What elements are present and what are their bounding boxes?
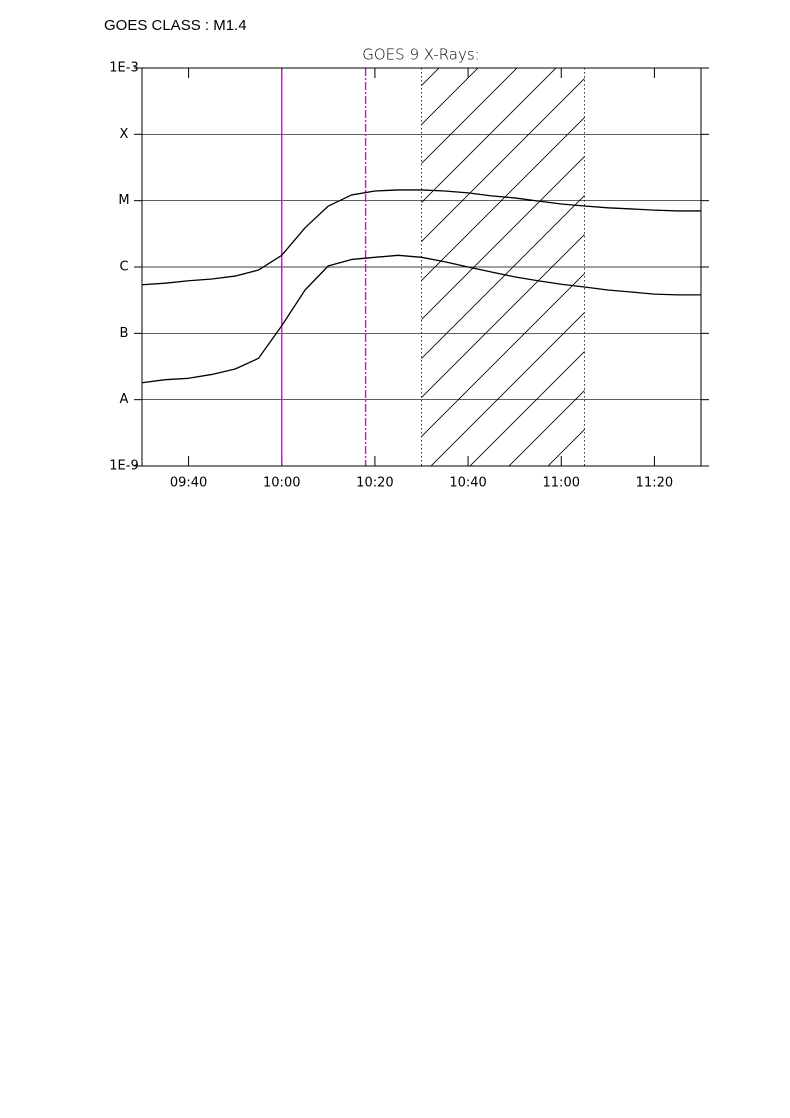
x-tick-label: 11:00	[543, 476, 580, 491]
y-tick-label: 1E-3	[109, 61, 138, 76]
annotation: GOES CLASS : M1.4	[104, 17, 247, 34]
flux-line	[141, 254, 701, 384]
y-tick-label: B	[120, 326, 129, 341]
y-tick-label: A	[120, 392, 129, 407]
x-tick-label: 09:40	[170, 476, 207, 491]
y-tick-label: C	[119, 260, 128, 275]
plot-frame	[141, 67, 702, 467]
flux-line	[141, 189, 701, 286]
y-tick-label: X	[120, 127, 129, 142]
y-tick-label: 1E-9	[109, 459, 138, 474]
y-tick-label: M	[118, 193, 129, 208]
chart-title: GOES 9 X-Rays:	[362, 46, 479, 64]
x-tick-label: 11:20	[636, 476, 673, 491]
x-tick-label: 10:40	[449, 476, 486, 491]
x-tick-label: 10:20	[356, 476, 393, 491]
x-tick-label: 10:00	[263, 476, 300, 491]
